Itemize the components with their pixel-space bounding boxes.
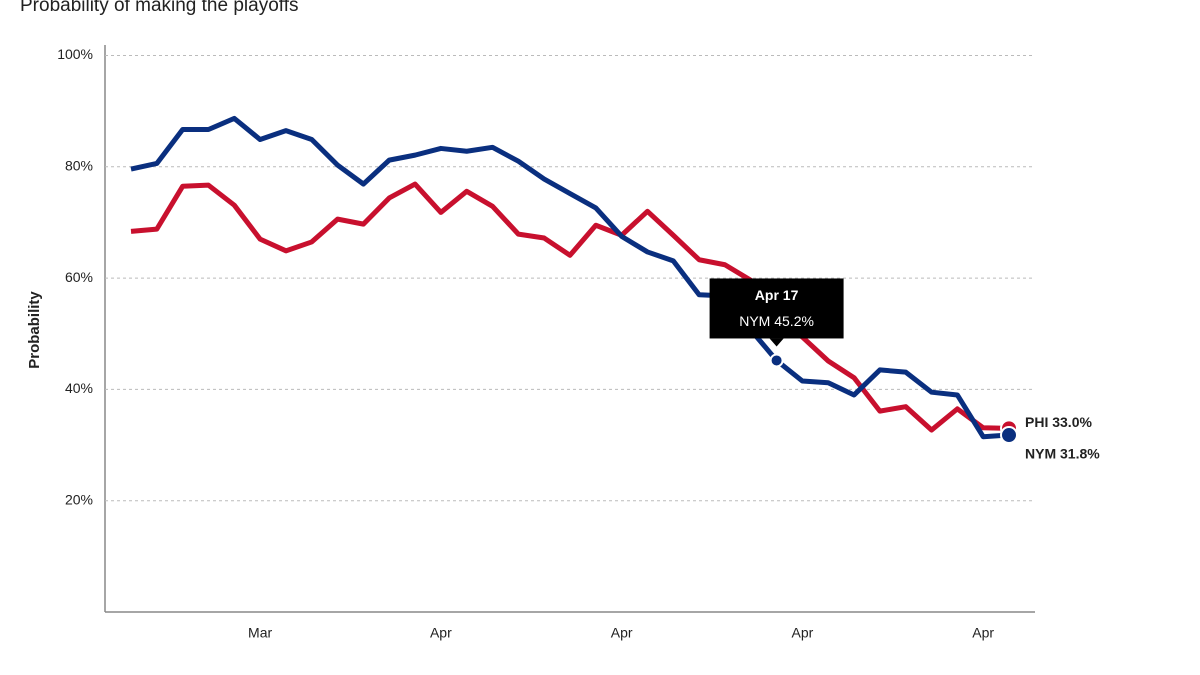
y-tick-label: 80% xyxy=(65,158,93,174)
series-line xyxy=(130,115,1010,440)
x-tick-label: Apr xyxy=(792,625,814,641)
end-label: NYM 31.8% xyxy=(1025,446,1100,462)
x-tick-label: Apr xyxy=(611,625,633,641)
x-tick-label: Apr xyxy=(972,625,994,641)
x-tick-label: Apr xyxy=(430,625,452,641)
series-line xyxy=(130,181,1010,433)
tooltip-box xyxy=(709,278,844,339)
y-tick-label: 40% xyxy=(65,380,93,396)
y-tick-label: 100% xyxy=(57,46,93,62)
end-label: PHI 33.0% xyxy=(1025,414,1092,430)
end-point xyxy=(1000,426,1018,445)
y-axis-label: Probability xyxy=(26,291,43,369)
x-tick-label: Mar xyxy=(248,625,272,641)
x-axis-label: 2026 xyxy=(550,673,590,675)
tooltip-pointer xyxy=(769,338,784,347)
hover-point xyxy=(769,353,784,368)
y-tick-label: 60% xyxy=(65,269,93,285)
y-tick-label: 20% xyxy=(65,491,93,507)
tooltip-date: Apr 17 xyxy=(755,287,799,303)
chart-title: Probability of making the playoffs xyxy=(20,0,298,16)
tooltip-label: NYM 45.2% xyxy=(739,313,814,329)
